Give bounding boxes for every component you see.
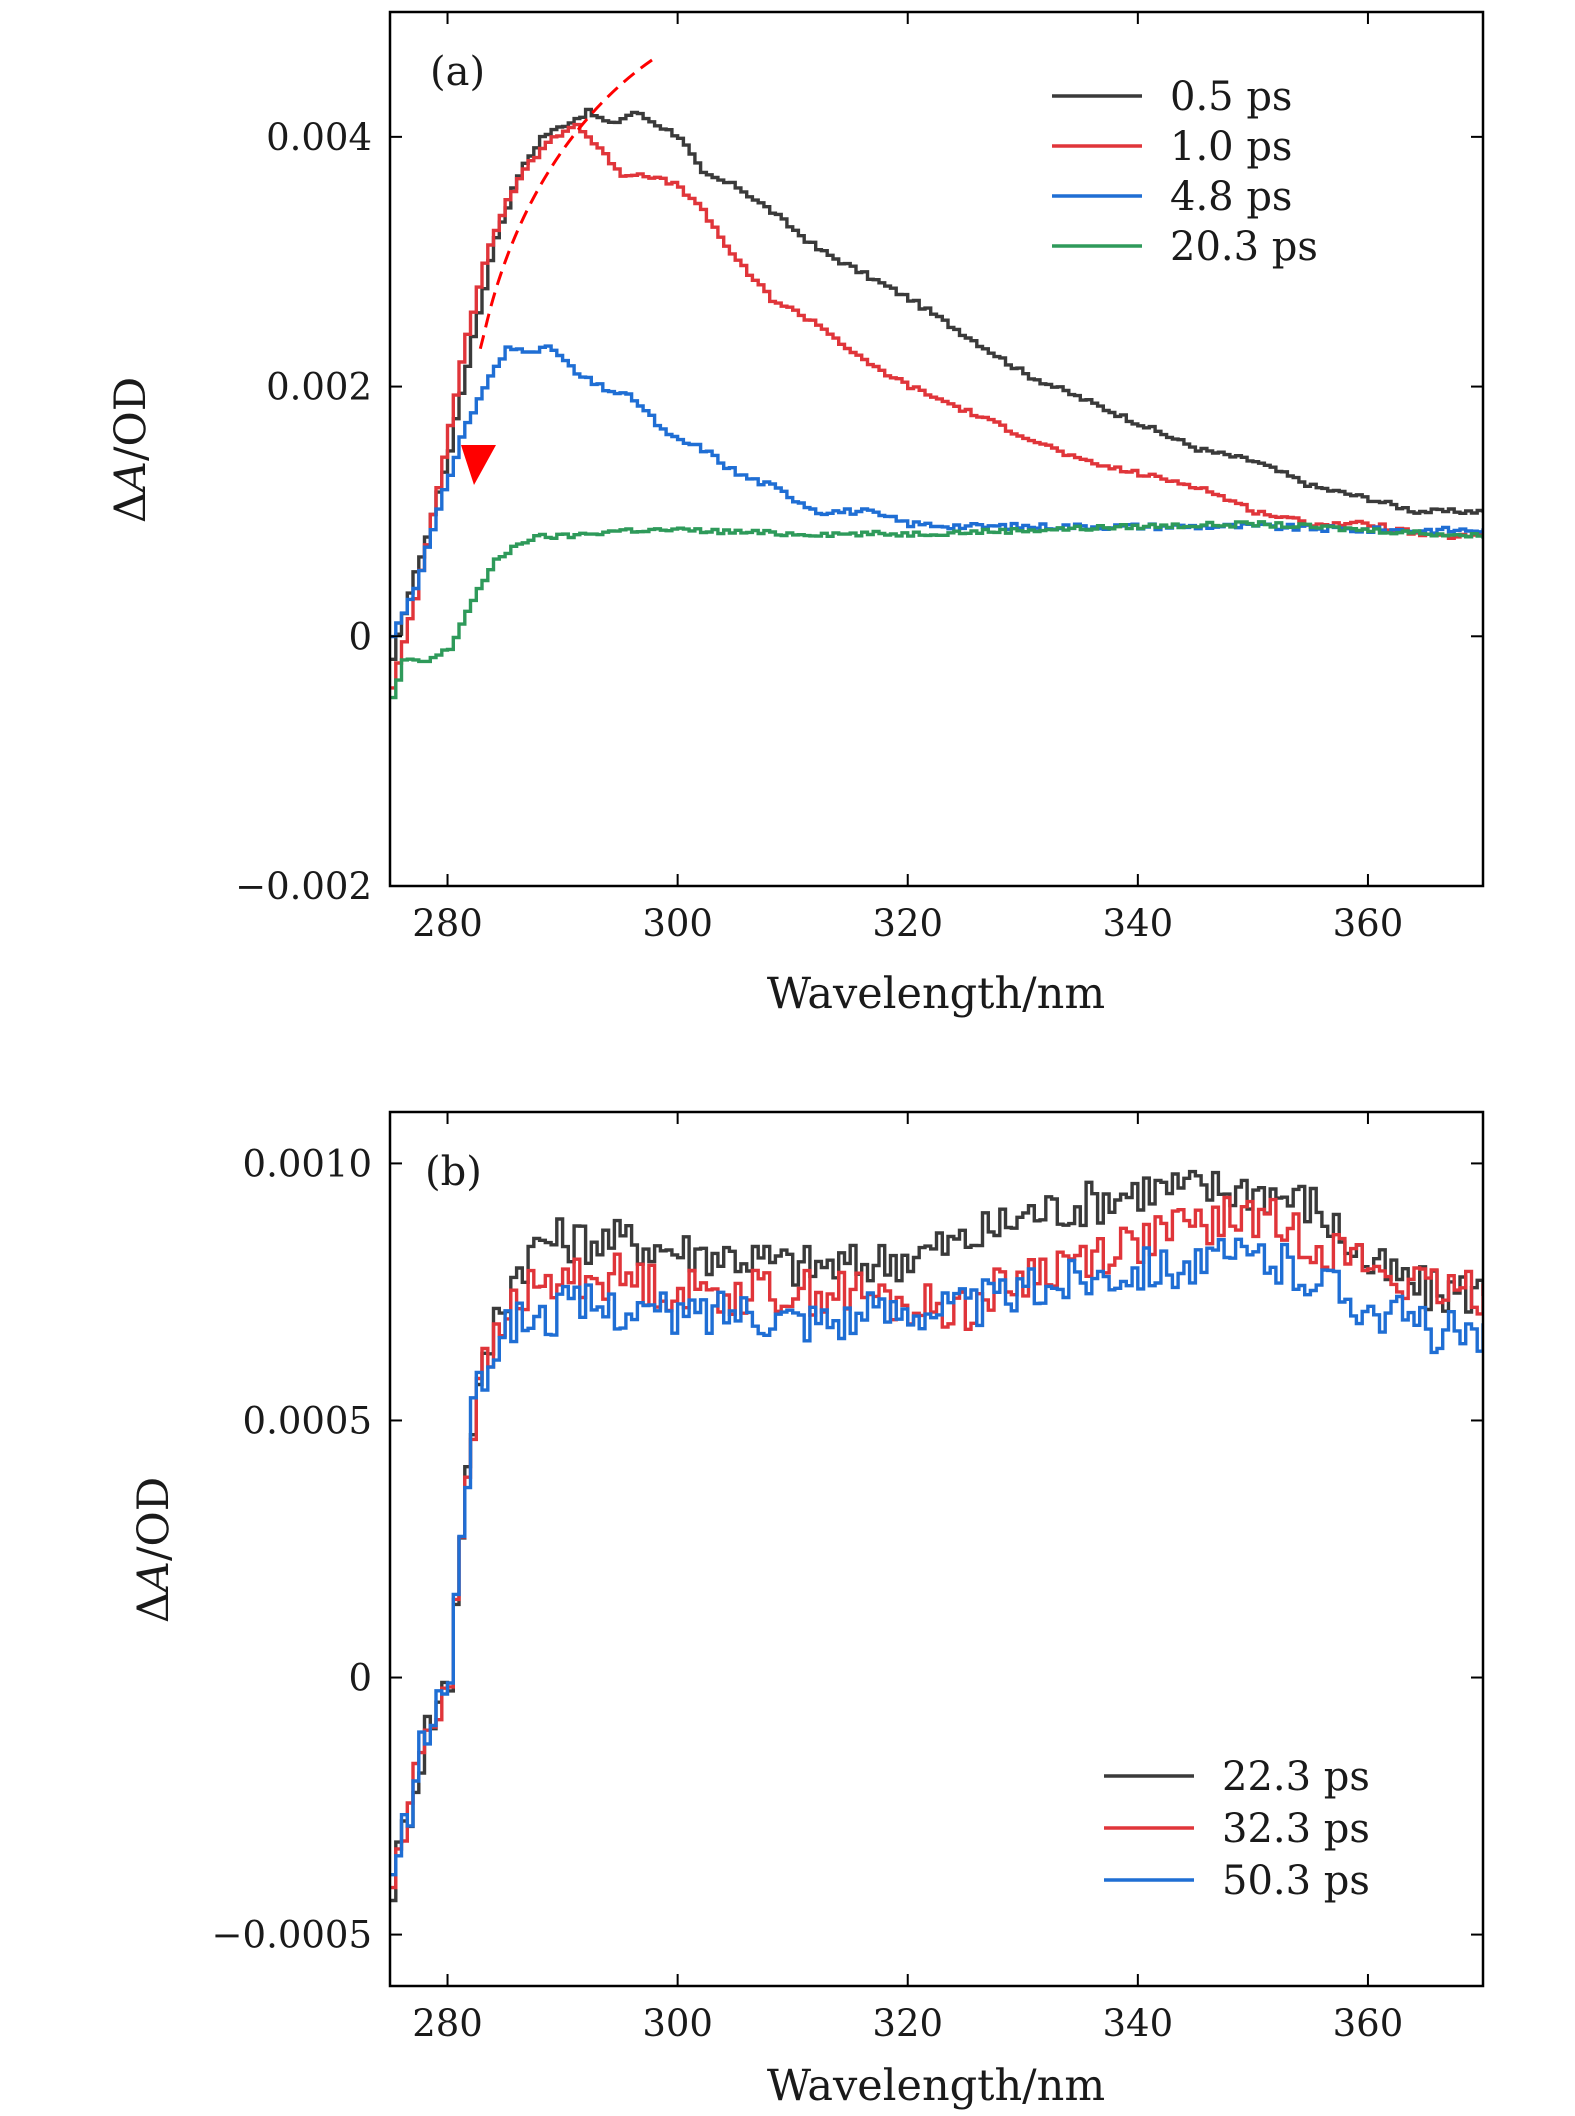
y-axis-title-b-suffix: /OD — [129, 1477, 179, 1561]
y-axis-title-a-var: A — [106, 461, 156, 496]
x-tick-label-a-2: 320 — [872, 902, 943, 945]
legend-label-50-3-ps: 50.3 ps — [1222, 1858, 1370, 1904]
y-tick-label-a-0: −0.002 — [235, 865, 372, 908]
x-tick-label-b-1: 300 — [642, 2002, 713, 2045]
y-tick-label-b-0: −0.0005 — [212, 1914, 372, 1957]
legend-label-0-5-ps: 0.5 ps — [1170, 74, 1292, 120]
x-tick-label-a-1: 300 — [642, 902, 713, 945]
series-layer-a — [390, 107, 1483, 700]
legend-label-4-8-ps: 4.8 ps — [1170, 174, 1292, 220]
legend-label-1-0-ps: 1.0 ps — [1170, 124, 1292, 170]
y-axis-title-b-var: A — [129, 1561, 179, 1596]
x-tick-label-a-3: 340 — [1103, 902, 1174, 945]
legend-label-20-3-ps: 20.3 ps — [1170, 224, 1318, 270]
series-layer-b — [390, 1169, 1483, 1903]
y-tick-label-a-3: 0.004 — [266, 116, 372, 159]
panel-label-b: (b) — [425, 1149, 482, 1195]
plot-frame-a — [388, 10, 1485, 888]
legend-b: 22.3 ps 32.3 ps 50.3 ps — [1104, 1754, 1370, 1904]
x-axis-title-b: Wavelength/nm — [767, 2061, 1105, 2111]
legend-label-32-3-ps: 32.3 ps — [1222, 1806, 1370, 1852]
series-line-20-3-ps — [390, 520, 1483, 700]
series-line-50-3-ps — [390, 1237, 1483, 1877]
series-line-4-8-ps — [390, 344, 1483, 639]
tick-layer-b: 280 300 320 340 360 −0.0005 0 0.0005 0.0010 — [212, 1112, 1483, 2045]
y-axis-title-a-suffix: /OD — [106, 377, 156, 461]
x-tick-label-b-3: 340 — [1103, 2002, 1174, 2045]
y-axis-title-a: ΔA/OD — [106, 377, 156, 523]
plot-frame-b — [388, 1110, 1485, 1988]
y-axis-title-a-prefix: Δ — [106, 492, 156, 523]
series-line-22-3-ps — [390, 1169, 1483, 1903]
panel-label-a: (a) — [430, 49, 485, 95]
x-tick-label-b-0: 280 — [412, 2002, 483, 2045]
y-axis-title-b: ΔA/OD — [129, 1477, 179, 1623]
panel-a: 280 300 320 340 360 −0.002 0 0.002 0.004 (a) 0.5… — [106, 10, 1485, 1019]
x-tick-label-a-0: 280 — [412, 902, 483, 945]
y-tick-label-a-1: 0 — [348, 615, 372, 658]
x-axis-title-a: Wavelength/nm — [767, 969, 1105, 1019]
legend-label-22-3-ps: 22.3 ps — [1222, 1754, 1370, 1800]
y-tick-label-a-2: 0.002 — [266, 366, 372, 409]
x-tick-label-b-2: 320 — [872, 2002, 943, 2045]
decay-arrow-curve — [478, 58, 653, 351]
decay-arrow-head — [461, 445, 496, 485]
x-tick-label-b-4: 360 — [1333, 2002, 1404, 2045]
y-tick-label-b-1: 0 — [348, 1657, 372, 1700]
y-tick-label-b-3: 0.0010 — [243, 1142, 372, 1185]
series-line-32-3-ps — [390, 1195, 1483, 1890]
x-tick-label-a-4: 360 — [1333, 902, 1404, 945]
y-tick-label-b-2: 0.0005 — [243, 1399, 372, 1442]
series-line-1-0-ps — [390, 122, 1483, 690]
y-axis-title-b-prefix: Δ — [129, 1592, 179, 1623]
series-line-0-5-ps — [390, 107, 1483, 661]
tick-layer-a: 280 300 320 340 360 −0.002 0 0.002 0.004 — [235, 12, 1483, 945]
